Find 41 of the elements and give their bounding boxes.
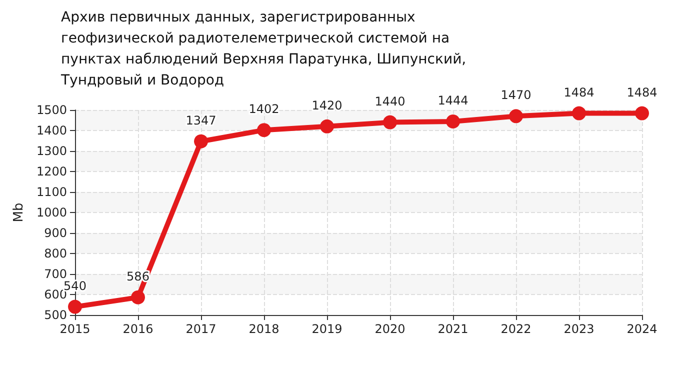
x-tick-label: 2018: [248, 322, 280, 336]
x-tick-label: 2022: [500, 322, 532, 336]
x-tick-label: 2023: [564, 322, 594, 336]
data-label: 1420: [312, 98, 342, 112]
point: [572, 106, 586, 120]
data-label: 1402: [248, 102, 280, 116]
y-tick-label: 900: [44, 226, 67, 240]
data-label: 1444: [438, 93, 468, 108]
data-label: 1484: [564, 85, 594, 100]
x-tick-label: 2024: [626, 322, 658, 336]
y-tick-label: 700: [44, 267, 67, 281]
y-tick-label: 1100: [36, 185, 67, 199]
y-tick-label: 1300: [36, 144, 67, 158]
point: [68, 300, 82, 314]
x-tick-label: 2021: [438, 322, 468, 336]
data-label: 1484: [626, 85, 658, 100]
point: [446, 114, 460, 128]
y-axis-title: Mb: [12, 202, 27, 222]
x-tick-label: 2015: [60, 322, 90, 336]
chart-title: Архив первичных данных, зарегистрированных геофизической радиотелеметрической системой на пунктах наблюдений Верхняя Паратунка, Шипунский, Тундровый и Водород: [60, 10, 471, 88]
data-label: 1440: [374, 94, 406, 108]
point: [635, 106, 649, 120]
y-tick-label: 600: [44, 288, 67, 302]
point: [320, 119, 334, 134]
x-tick-label: 2017: [186, 322, 216, 336]
y-tick-label: 1000: [36, 206, 67, 220]
data-label: 1347: [186, 113, 216, 128]
y-tick-label: 1200: [36, 164, 67, 178]
y-tick-label: 1400: [36, 124, 67, 138]
point: [509, 109, 523, 124]
point: [383, 115, 397, 130]
point: [194, 134, 208, 148]
point: [131, 290, 145, 304]
y-tick-label: 500: [44, 308, 67, 322]
y-tick-label: 800: [44, 246, 67, 260]
data-label: 1470: [500, 88, 532, 102]
x-tick-label: 2019: [312, 322, 342, 336]
point: [257, 123, 271, 138]
x-tick-label: 2020: [374, 322, 406, 336]
x-tick-label: 2016: [122, 322, 154, 336]
y-tick-label: 1500: [36, 103, 67, 117]
